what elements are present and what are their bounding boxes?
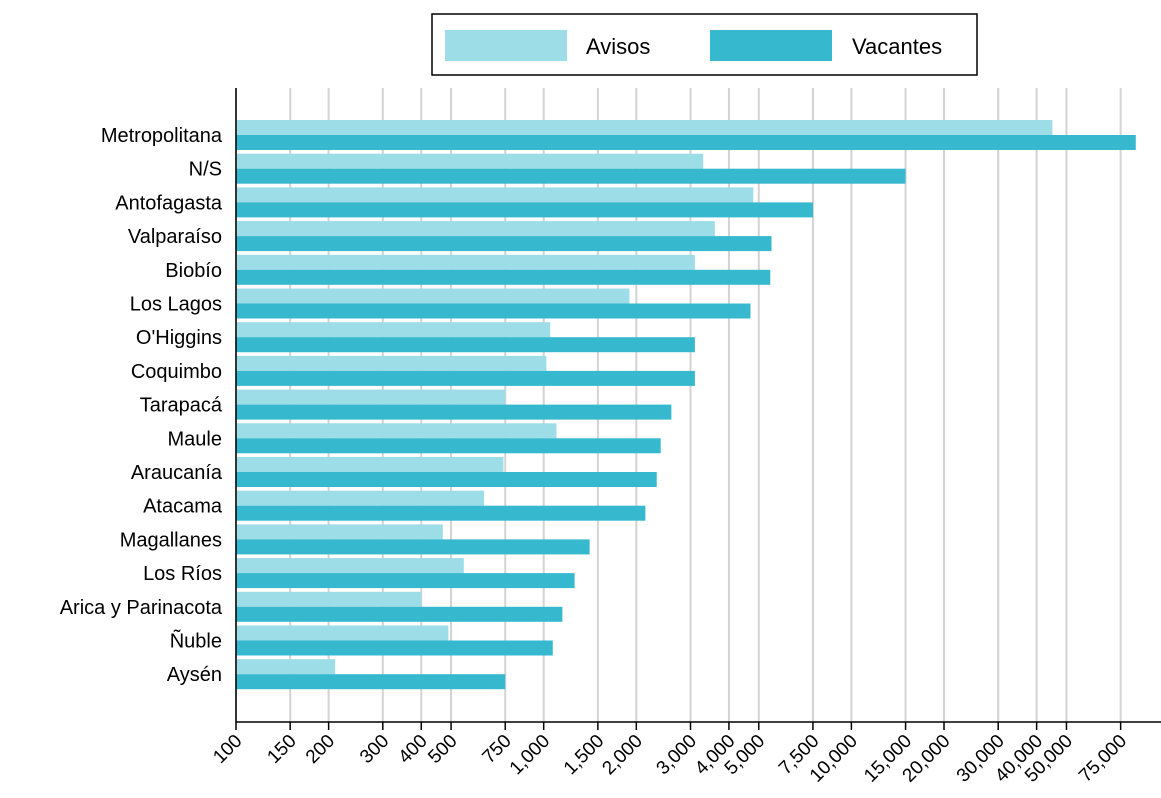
legend-label-vacantes: Vacantes bbox=[852, 34, 942, 59]
bar-vacantes bbox=[236, 640, 553, 656]
x-tick-label: 300 bbox=[356, 731, 393, 768]
bar-vacantes bbox=[236, 135, 1136, 150]
bar-avisos bbox=[236, 254, 695, 270]
category-label: Los Ríos bbox=[143, 563, 222, 585]
bar-avisos bbox=[236, 288, 630, 304]
bar-vacantes bbox=[236, 606, 563, 622]
x-tick-label: 3,000 bbox=[653, 731, 701, 779]
category-label: Atacama bbox=[143, 496, 223, 518]
bar-avisos bbox=[236, 355, 547, 371]
axes bbox=[235, 88, 1161, 723]
bar-vacantes bbox=[236, 539, 590, 555]
x-tick-label: 400 bbox=[395, 731, 432, 768]
bar-vacantes bbox=[236, 236, 772, 252]
category-labels: Metropolitana N/S Antofagasta Valparaíso Bio… bbox=[60, 125, 223, 686]
x-tick-label: 1,500 bbox=[560, 731, 608, 779]
category-label: Los Lagos bbox=[130, 294, 222, 316]
x-tick-label: 100 bbox=[209, 731, 246, 768]
x-tick-label: 500 bbox=[424, 731, 461, 768]
bar-avisos bbox=[236, 490, 485, 506]
legend-swatch-avisos bbox=[445, 30, 567, 61]
category-label: Arica y Parinacota bbox=[60, 597, 223, 619]
category-label: Maule bbox=[168, 428, 222, 450]
category-label: N/S bbox=[189, 159, 222, 181]
bar-vacantes bbox=[236, 168, 906, 184]
legend: Avisos Vacantes bbox=[431, 13, 978, 76]
x-tick-label: 75,000 bbox=[1075, 731, 1131, 787]
category-label: Araucanía bbox=[131, 462, 223, 484]
category-label: Biobío bbox=[165, 260, 222, 282]
x-tick-label: 2,000 bbox=[598, 731, 646, 779]
category-label: Magallanes bbox=[120, 529, 222, 551]
category-label: O'Higgins bbox=[136, 327, 222, 349]
bar-vacantes bbox=[236, 370, 695, 386]
bars bbox=[236, 120, 1136, 690]
legend-label-avisos: Avisos bbox=[586, 34, 650, 59]
bar-avisos bbox=[236, 524, 443, 540]
bar-avisos bbox=[236, 389, 506, 405]
bar-vacantes bbox=[236, 303, 751, 319]
bar-avisos bbox=[236, 558, 464, 574]
bar-avisos bbox=[236, 153, 704, 169]
category-label: Valparaíso bbox=[128, 226, 222, 248]
bar-avisos bbox=[236, 625, 449, 641]
bar-vacantes bbox=[236, 573, 575, 589]
bar-vacantes bbox=[236, 269, 771, 285]
x-tick-label: 200 bbox=[302, 731, 339, 768]
bar-avisos bbox=[236, 423, 557, 439]
bar-avisos bbox=[236, 221, 715, 237]
x-tick-label: 150 bbox=[263, 731, 300, 768]
bar-vacantes bbox=[236, 674, 506, 690]
bar-avisos bbox=[236, 322, 551, 338]
bar-vacantes bbox=[236, 337, 695, 353]
category-label: Antofagasta bbox=[115, 192, 223, 214]
bar-avisos bbox=[236, 187, 754, 203]
legend-swatch-vacantes bbox=[710, 30, 832, 61]
bar-avisos bbox=[236, 120, 1053, 135]
bar-vacantes bbox=[236, 505, 646, 521]
category-label: Aysén bbox=[167, 664, 222, 686]
bar-vacantes bbox=[236, 438, 661, 454]
category-label: Ñuble bbox=[170, 629, 222, 653]
bar-vacantes bbox=[236, 202, 813, 218]
category-label: Tarapacá bbox=[140, 395, 223, 417]
bar-avisos bbox=[236, 659, 336, 675]
bar-avisos bbox=[236, 457, 504, 472]
bar-vacantes bbox=[236, 404, 672, 420]
category-label: Coquimbo bbox=[131, 361, 222, 383]
x-tick-label: 1,000 bbox=[506, 731, 554, 779]
bar-vacantes bbox=[236, 472, 657, 487]
category-label: Metropolitana bbox=[101, 125, 223, 147]
bar-avisos bbox=[236, 591, 422, 607]
